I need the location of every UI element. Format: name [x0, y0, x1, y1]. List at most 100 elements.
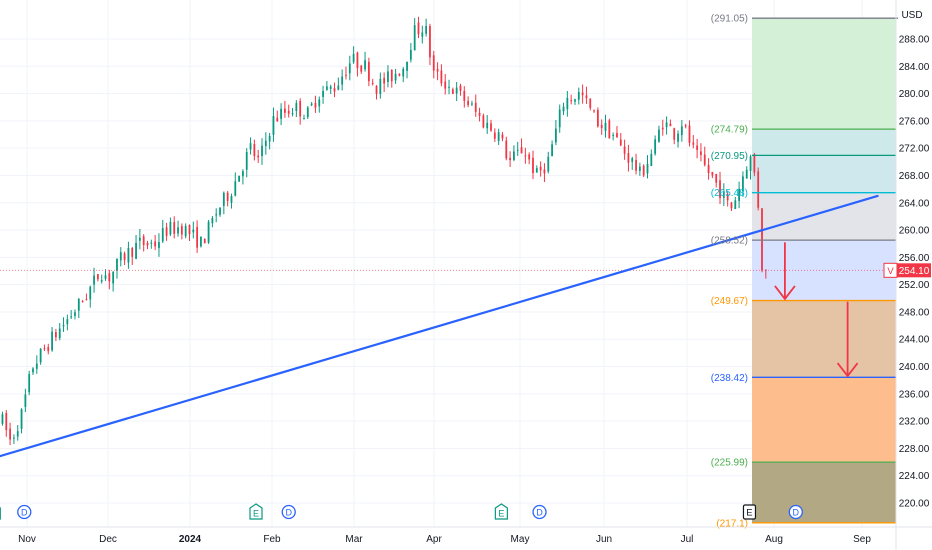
earnings-letter: E: [253, 509, 259, 519]
candle-body: [402, 68, 405, 77]
candle-body: [261, 145, 263, 157]
candle-body: [677, 133, 679, 142]
candle-body: [146, 242, 149, 246]
candle-body: [673, 128, 676, 140]
candle-body: [577, 92, 580, 100]
candle-body: [322, 90, 324, 97]
candle-body: [413, 25, 416, 51]
arrows[interactable]: [774, 242, 859, 378]
candle-body: [680, 126, 683, 136]
fib-lines[interactable]: [752, 17, 898, 524]
fib-labels: (291.05) (274.79) (270.95) (265.48) (258.52)…: [711, 14, 748, 530]
candle-body: [375, 85, 378, 94]
down-arrow[interactable]: [774, 242, 796, 301]
price-tick-label: 228.00: [899, 444, 930, 455]
candle-body: [1, 414, 4, 424]
candle-body: [554, 128, 557, 143]
dividend-icon: [281, 504, 296, 520]
time-tick-label: Aug: [765, 534, 783, 545]
event-markers[interactable]: EDEDEDED: [0, 503, 803, 520]
fib-level-label: (258.52): [711, 236, 748, 247]
candle-body: [436, 68, 439, 72]
time-tick-label: Jul: [681, 534, 694, 545]
dividend-icon: [17, 504, 32, 520]
candle-body: [478, 112, 481, 116]
dividend-marker[interactable]: D: [532, 504, 547, 520]
dividend-marker[interactable]: D: [788, 504, 803, 520]
candle-body: [188, 225, 191, 235]
candle-body: [604, 122, 607, 131]
candle-body: [119, 252, 122, 261]
candle-body: [574, 99, 576, 102]
fib-zone: [752, 300, 896, 378]
price-tick-label: 232.00: [899, 417, 930, 428]
dividend-letter: D: [793, 507, 800, 517]
candle-body: [295, 103, 298, 111]
price-axis-ticks: 288.00 284.00 280.00 276.00 272.00 268.00 264.…: [899, 35, 930, 510]
candle-body: [39, 348, 42, 363]
candle-body: [32, 368, 34, 373]
candle-body: [474, 102, 477, 112]
earnings-marker[interactable]: E: [494, 503, 508, 520]
candle-body: [409, 49, 412, 60]
dividend-marker[interactable]: D: [281, 504, 296, 520]
candles: [1, 16, 767, 446]
candle-body: [150, 242, 153, 244]
candle-body: [177, 227, 179, 234]
candle-body: [108, 273, 111, 282]
candle-body: [112, 271, 115, 284]
candle-body: [669, 123, 672, 127]
price-tick-label: 264.00: [899, 198, 930, 209]
candle-body: [738, 188, 741, 201]
candle-body: [211, 218, 214, 224]
down-arrow[interactable]: [836, 301, 859, 378]
candle-body: [761, 208, 763, 271]
fib-level-label: (238.42): [711, 373, 748, 384]
last-price-badge[interactable]: V 254.10: [883, 262, 931, 278]
earnings-icon: [249, 503, 263, 520]
candle-body: [93, 275, 95, 285]
candle-body: [352, 53, 355, 63]
candle-body: [390, 69, 393, 82]
earnings-marker[interactable]: E: [742, 504, 757, 520]
dividend-letter: D: [21, 507, 28, 517]
candle-body: [482, 115, 485, 128]
support-trendline[interactable]: [0, 194, 879, 459]
candle-body: [222, 192, 225, 207]
candle-body: [696, 145, 699, 150]
dividend-marker[interactable]: D: [17, 504, 32, 520]
candle-body: [471, 103, 473, 105]
earnings-icon: [742, 504, 757, 520]
fib-level-label: (217.1): [716, 518, 748, 529]
candle-body: [467, 100, 470, 106]
trendline[interactable]: [0, 194, 879, 459]
candle-body: [333, 88, 336, 92]
candle-body: [745, 169, 748, 179]
price-tick-label: 272.00: [899, 144, 930, 155]
earnings-letter: E: [746, 508, 752, 519]
candle-body: [600, 124, 603, 129]
candle-body: [722, 191, 725, 198]
gridlines: [0, 0, 896, 527]
candle-body: [364, 60, 366, 70]
candle-body: [173, 222, 176, 234]
currency-label[interactable]: USD: [901, 10, 922, 21]
candle-body: [184, 225, 187, 237]
candle-body: [70, 316, 73, 318]
time-axis-ticks: Nov Dec 2024 Feb Mar Apr May Jun Jul Aug Sep: [18, 534, 871, 545]
earnings-marker[interactable]: E: [249, 503, 263, 520]
candle-body: [5, 412, 8, 431]
fib-zone: [752, 377, 896, 463]
candle-body: [753, 154, 756, 173]
candle-body: [658, 129, 660, 142]
candle-body: [505, 140, 508, 159]
fib-zone: [752, 18, 896, 130]
candle-body: [96, 274, 99, 280]
candle-body: [566, 97, 569, 110]
candle-body: [703, 154, 706, 165]
fib-level-label: (249.67): [711, 296, 748, 307]
candle-body: [585, 95, 588, 99]
candle-body: [116, 258, 118, 271]
candle-body: [35, 363, 38, 369]
